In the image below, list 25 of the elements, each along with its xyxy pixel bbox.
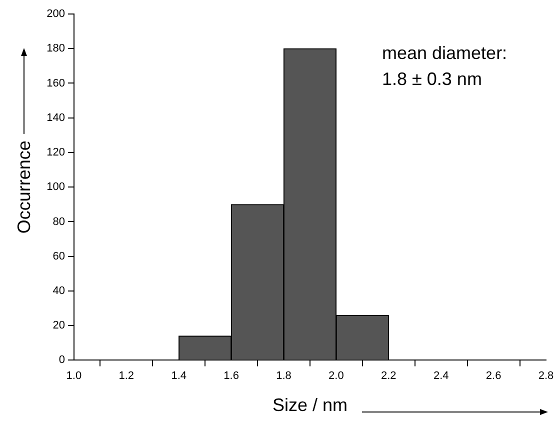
y-tick-label: 180 <box>46 42 65 55</box>
y-tick-label: 20 <box>52 320 65 332</box>
x-tick-label: 1.4 <box>171 370 186 382</box>
x-tick-label: 1.6 <box>224 370 239 382</box>
y-tick-label: 140 <box>46 112 65 124</box>
x-tick-label: 2.6 <box>486 370 502 382</box>
x-tick-label: 1.8 <box>276 370 292 382</box>
annotation: 1.8 ± 0.3 nm <box>382 68 482 89</box>
y-tick-label: 120 <box>46 146 65 159</box>
y-tick-label: 0 <box>58 354 65 366</box>
y-tick-label: 60 <box>52 250 65 262</box>
x-tick-label: 1.2 <box>118 370 134 382</box>
annotation: mean diameter: <box>382 42 508 63</box>
x-tick-label: 2.8 <box>538 370 554 382</box>
x-tick-label: 2.0 <box>328 370 344 382</box>
y-tick-label: 200 <box>46 8 65 20</box>
y-tick-label: 100 <box>46 181 65 194</box>
y-axis-title: Occurrence <box>14 140 34 234</box>
x-tick-label: 2.2 <box>381 370 396 382</box>
y-tick-label: 80 <box>52 216 65 228</box>
y-tick-label: 40 <box>52 284 65 297</box>
x-axis-title: Size / nm <box>272 395 348 416</box>
x-tick-label: 2.4 <box>433 370 449 382</box>
y-tick-label: 160 <box>46 77 65 90</box>
x-tick-label: 1.0 <box>66 370 82 382</box>
